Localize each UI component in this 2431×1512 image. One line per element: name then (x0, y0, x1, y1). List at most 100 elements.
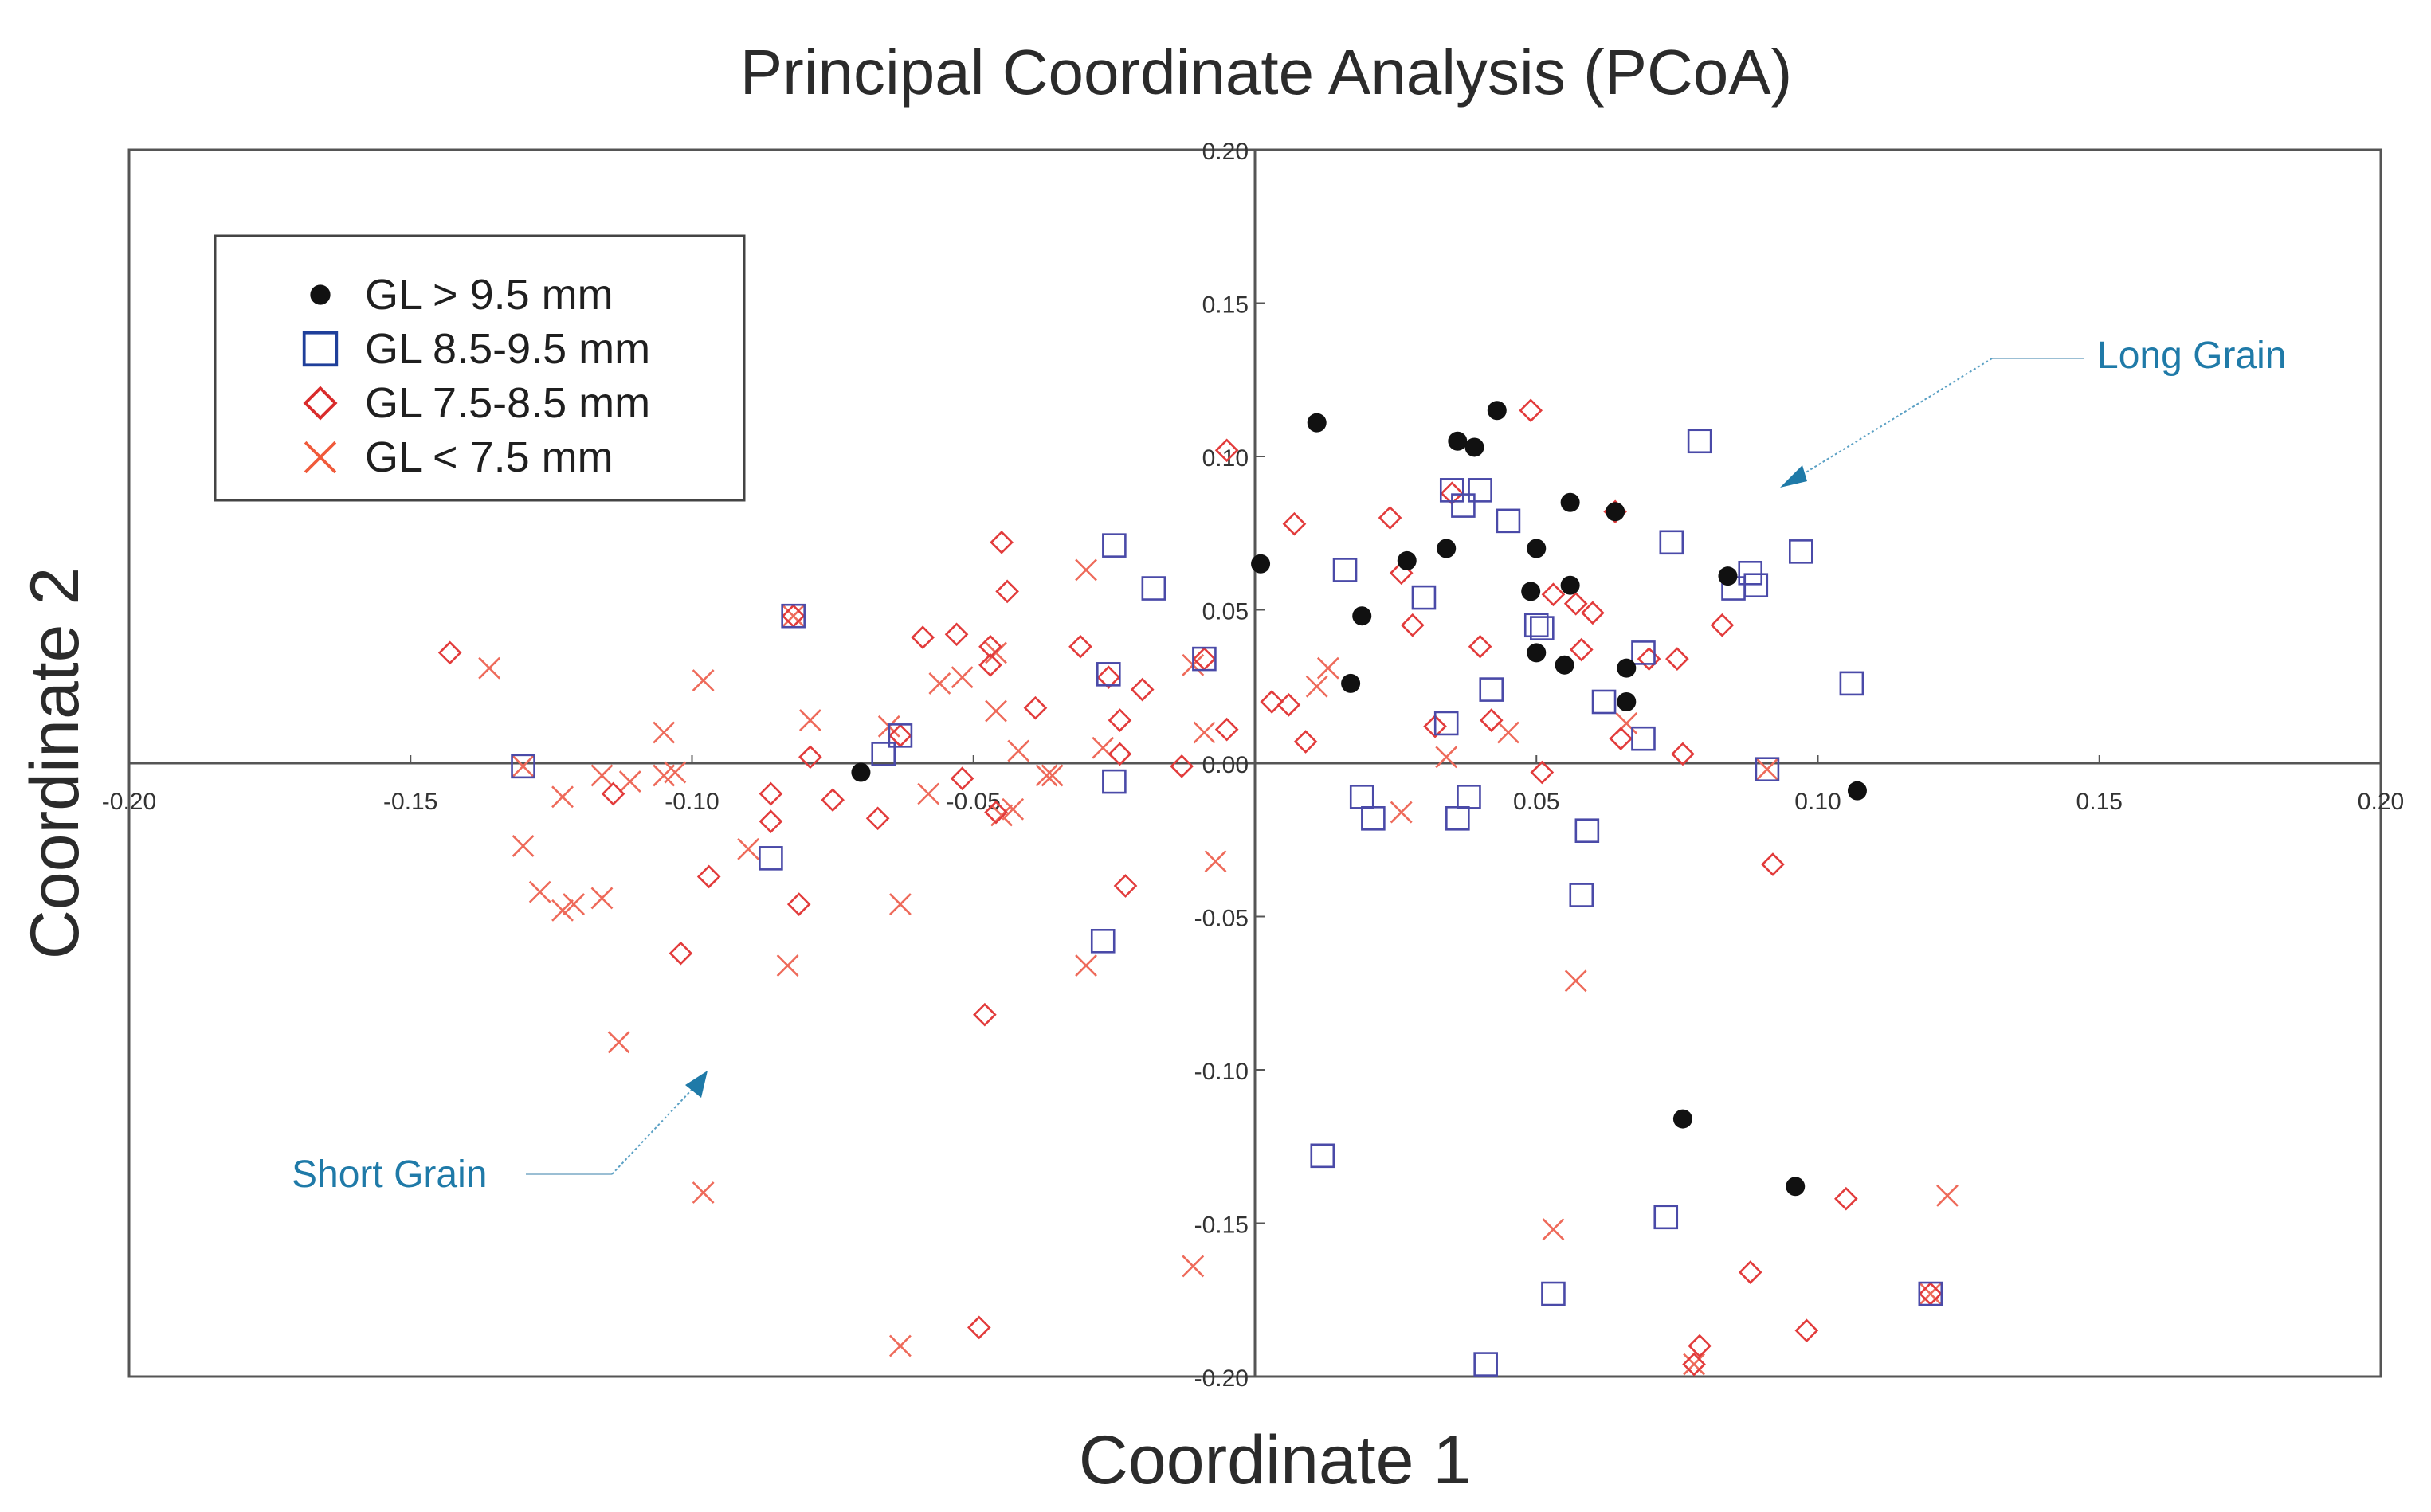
data-point (1527, 539, 1547, 558)
data-point (1560, 575, 1580, 595)
data-point (798, 745, 822, 770)
data-point (1659, 530, 1684, 555)
short-grain-annotation: Short Grain (292, 1071, 708, 1196)
data-point (1108, 742, 1132, 766)
data-point (1437, 539, 1457, 558)
data-point (1276, 693, 1301, 717)
legend-symbol (310, 284, 331, 305)
data-point (1096, 665, 1121, 690)
data-point (664, 761, 687, 784)
data-point (590, 887, 614, 910)
data-point (1378, 506, 1402, 530)
data-point (601, 781, 625, 806)
legend-symbol (304, 441, 337, 474)
data-point (1847, 781, 1867, 801)
data-point (1473, 1352, 1498, 1377)
data-point (1349, 785, 1374, 809)
data-point (1479, 677, 1504, 702)
x-tick-label: 0.20 (2358, 789, 2404, 815)
data-point (607, 1031, 630, 1054)
data-point (1591, 689, 1617, 715)
data-point (1035, 764, 1058, 787)
data-point (1606, 502, 1625, 522)
data-point (1007, 739, 1030, 762)
data-point (1564, 969, 1587, 993)
data-point (1487, 401, 1507, 421)
data-point (1214, 717, 1239, 742)
data-point (1479, 708, 1504, 732)
data-point (1141, 576, 1166, 601)
data-point (1542, 1218, 1565, 1241)
data-point (1637, 647, 1661, 671)
data-point (1102, 769, 1127, 794)
data-point (1682, 1352, 1706, 1377)
data-point (1688, 1334, 1712, 1358)
legend-label-gl-under-7-5: GL < 7.5 mm (365, 433, 614, 481)
short-grain-label: Short Grain (292, 1154, 487, 1196)
legend-symbol (302, 331, 339, 367)
data-point (821, 788, 845, 813)
data-point (1541, 582, 1566, 607)
data-point (1307, 413, 1327, 433)
data-point (1445, 805, 1470, 831)
legend-label-gl-over-9-5: GL > 9.5 mm (365, 271, 614, 319)
data-point (1761, 852, 1785, 876)
data-point (1102, 533, 1127, 558)
legend: GL > 9.5 mm GL 8.5-9.5 mm GL 7.5-8.5 mm … (214, 234, 746, 502)
data-point (1310, 1143, 1335, 1169)
data-point (1423, 714, 1447, 738)
data-point (1530, 616, 1555, 640)
data-point (1293, 730, 1318, 754)
data-point (1282, 511, 1307, 536)
data-point (1794, 1318, 1819, 1343)
data-point (1041, 764, 1064, 787)
data-point (1204, 850, 1227, 873)
data-point (1738, 560, 1763, 586)
data-point (528, 880, 551, 903)
data-point (786, 892, 811, 916)
data-point (888, 723, 913, 748)
data-point (1113, 874, 1138, 898)
data-point (1361, 805, 1386, 831)
data-point (1683, 1353, 1705, 1376)
data-point (1075, 954, 1097, 977)
data-point (1718, 566, 1738, 586)
data-point (1023, 695, 1048, 720)
data-point (759, 809, 783, 833)
data-point (1108, 708, 1132, 732)
data-point (967, 1315, 991, 1340)
data-point (512, 835, 535, 857)
data-point (1260, 690, 1284, 714)
short-grain-leader-diagonal (611, 1087, 694, 1175)
legend-box (214, 234, 746, 502)
data-point (692, 669, 715, 691)
data-point (1521, 582, 1541, 601)
x-tick-label: 0.05 (1513, 789, 1559, 815)
data-point (1530, 760, 1555, 785)
legend-label-gl-8-5-9-5: GL 8.5-9.5 mm (365, 325, 650, 373)
data-point (888, 893, 912, 916)
chart-title: Principal Coordinate Analysis (PCoA) (740, 37, 1793, 108)
scatter-points (437, 398, 1959, 1377)
long-grain-label: Long Grain (2097, 335, 2287, 377)
data-point (917, 782, 940, 805)
y-tick-label: -0.05 (1194, 906, 1249, 932)
data-point (669, 941, 693, 966)
data-point (1464, 437, 1484, 457)
data-point (1756, 758, 1778, 781)
data-point (1919, 1283, 1942, 1305)
data-point (1671, 742, 1695, 766)
data-point (1316, 656, 1339, 680)
data-point (781, 603, 806, 629)
data-point (1581, 601, 1605, 625)
data-point (1839, 671, 1864, 696)
data-point (776, 954, 799, 977)
data-point (1569, 883, 1594, 907)
x-axis-label: Coordinate 1 (1079, 1422, 1471, 1498)
data-point (928, 672, 951, 695)
y-tick-label: -0.10 (1194, 1059, 1249, 1085)
data-point (1918, 1281, 1943, 1306)
data-point (1563, 591, 1588, 616)
data-point (653, 721, 676, 744)
